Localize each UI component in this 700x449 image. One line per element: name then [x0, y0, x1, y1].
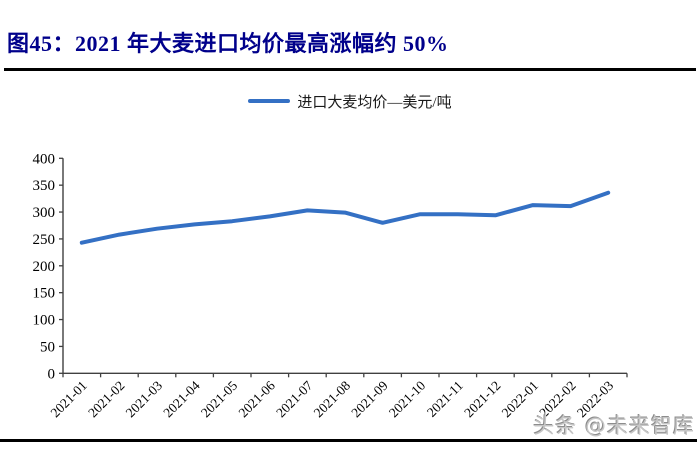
x-tick-label: 2021-03	[123, 378, 166, 421]
x-tick-label: 2021-11	[424, 378, 466, 420]
y-tick-label: 350	[33, 178, 56, 194]
x-axis	[62, 373, 628, 378]
watermark: 头条 @未来智库	[533, 414, 695, 438]
x-tick-label: 2021-04	[160, 378, 203, 421]
figure-title: 图45：2021 年大麦进口均价最高涨幅约 50%	[7, 31, 449, 56]
x-tick-label: 2021-01	[47, 378, 89, 420]
y-tick-label: 200	[33, 259, 56, 275]
x-tick-label: 2021-06	[235, 378, 278, 421]
legend-label: 进口大麦均价—美元/吨	[297, 94, 452, 111]
y-tick-label: 100	[33, 313, 56, 329]
axis-lines	[62, 158, 627, 374]
x-tick-labels: 2021-012021-022021-032021-042021-052021-…	[47, 378, 616, 421]
x-tick-label: 2021-09	[348, 378, 391, 421]
title-underline	[4, 68, 696, 71]
x-tick-label: 2021-02	[85, 378, 127, 420]
y-axis: 0 50 100 150 200 250 300 350 400	[33, 151, 63, 382]
legend-line-marker	[248, 99, 291, 103]
y-tick-label: 50	[40, 339, 55, 355]
x-tick-label: 2021-05	[198, 378, 241, 421]
y-tick-label: 150	[33, 286, 56, 302]
y-tick-label: 400	[33, 151, 56, 167]
y-tick-label: 0	[48, 366, 56, 382]
chart-legend: 进口大麦均价—美元/吨	[0, 92, 700, 111]
x-tick-label: 2021-08	[311, 378, 354, 421]
series-line	[79, 190, 611, 245]
x-tick-label: 2021-10	[386, 378, 429, 421]
y-tick-label: 250	[33, 232, 56, 248]
x-tick-label: 2021-12	[461, 378, 503, 420]
x-tick-label: 2021-07	[273, 378, 316, 421]
bottom-rule	[0, 439, 697, 442]
y-tick-label: 300	[33, 205, 56, 221]
